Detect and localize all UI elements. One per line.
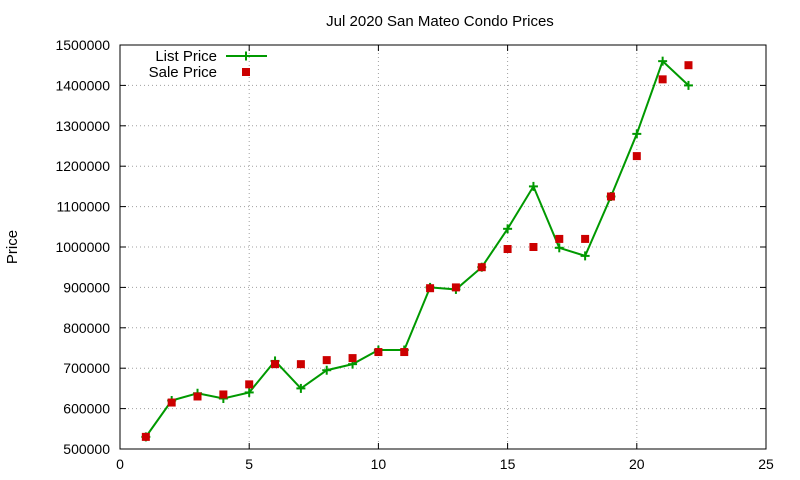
- sale-price-point: [555, 234, 564, 243]
- sale-price-point: [400, 348, 409, 357]
- sale-price-point: [193, 392, 202, 401]
- y-tick-label: 1400000: [55, 77, 110, 93]
- y-tick-label: 700000: [63, 360, 110, 376]
- list-price-point: [683, 80, 693, 90]
- y-tick-label: 1000000: [55, 239, 110, 255]
- sale-price-point: [167, 398, 176, 407]
- sale-price-point: [141, 432, 150, 441]
- sale-price-point: [296, 360, 305, 369]
- x-tick-label: 5: [245, 456, 253, 472]
- sale-price-point: [529, 243, 538, 251]
- x-tick-label: 10: [371, 456, 387, 472]
- sale-price-point: [658, 75, 667, 84]
- list-price-point: [528, 181, 538, 191]
- list-price-point: [296, 383, 306, 393]
- y-tick-label: 1100000: [57, 199, 111, 215]
- list-price-point: [580, 251, 590, 261]
- y-tick-label: 500000: [63, 441, 110, 457]
- sale-price-point: [374, 348, 383, 357]
- list-price-point: [503, 224, 513, 234]
- sale-price-point: [632, 152, 641, 161]
- list-price-point: [658, 56, 668, 66]
- series-layer: [141, 56, 693, 442]
- legend-label: List Price: [155, 48, 217, 65]
- y-tick-label: 1300000: [55, 118, 110, 134]
- sale-price-point: [451, 283, 460, 292]
- series-sale-price: [141, 61, 693, 441]
- sale-price-point: [581, 234, 590, 243]
- sale-price-point: [426, 284, 435, 293]
- list-price-point: [632, 129, 642, 139]
- x-tick-label: 25: [758, 456, 774, 472]
- sale-price-point: [606, 192, 615, 201]
- y-tick-label: 900000: [63, 279, 110, 295]
- sale-price-point: [245, 380, 254, 389]
- sale-price-point: [348, 354, 357, 363]
- sale-price-point: [503, 245, 512, 254]
- sale-price-point: [322, 356, 331, 365]
- sale-price-point: [684, 61, 693, 70]
- list-price-point: [554, 243, 564, 253]
- series-line: [145, 59, 690, 438]
- sale-price-point: [271, 360, 280, 369]
- y-tick-label: 1200000: [55, 158, 110, 174]
- x-tick-label: 20: [629, 456, 645, 472]
- y-tick-label: 600000: [63, 401, 110, 417]
- list-price-point: [322, 365, 332, 375]
- legend-plus-marker: [241, 51, 251, 61]
- y-tick-label: 1500000: [55, 37, 110, 53]
- chart-title: Jul 2020 San Mateo Condo Prices: [326, 13, 554, 30]
- y-tick-label: 800000: [63, 320, 110, 336]
- legend-label: Sale Price: [149, 64, 217, 81]
- grid-layer: [120, 45, 766, 449]
- sale-price-point: [477, 263, 486, 272]
- sale-price-point: [219, 390, 228, 399]
- list-price-point: [244, 387, 254, 397]
- ticks-layer: 0 5 10 15 20 25 500000 600000 700000 800000 900000…: [55, 37, 774, 472]
- x-tick-label: 0: [116, 456, 124, 472]
- y-axis-label: Price: [4, 230, 21, 264]
- series-list-price: [141, 56, 693, 442]
- legend-square-swatch: [242, 68, 250, 76]
- x-tick-label: 15: [500, 456, 516, 472]
